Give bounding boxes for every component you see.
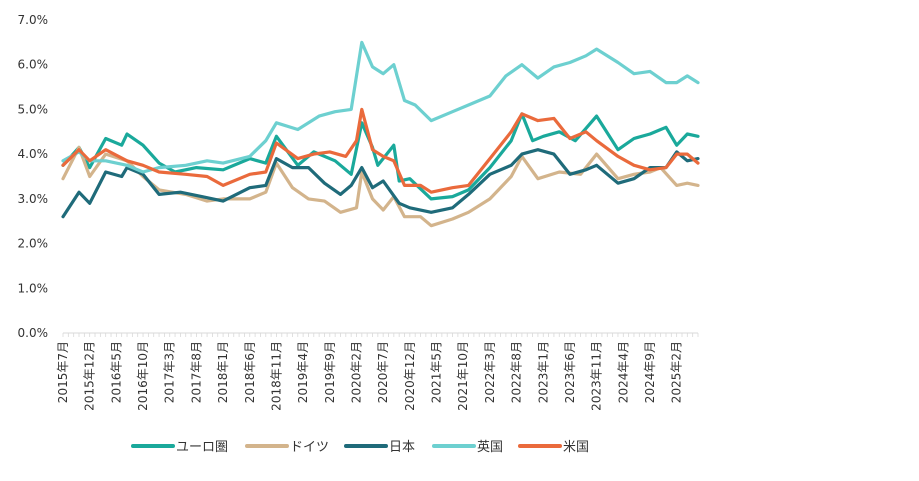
x-tick-label: 2020年7月 xyxy=(376,341,390,403)
y-axis: 0.0% 1.0% 2.0% 3.0% 4.0% 5.0% 6.0% 7.0% xyxy=(18,13,49,340)
x-tick-label: 2018年6月 xyxy=(243,341,257,403)
series-line-3 xyxy=(61,40,700,174)
series-line-1 xyxy=(61,145,700,228)
x-tick-label: 2019年4月 xyxy=(296,341,310,403)
y-tick-label: 6.0% xyxy=(18,58,49,72)
y-tick-label: 2.0% xyxy=(18,237,49,251)
y-tick-label: 7.0% xyxy=(18,13,49,27)
x-tick-label: 2023年11月 xyxy=(590,341,604,411)
x-tick-label: 2017年8月 xyxy=(189,341,203,403)
x-axis: 2015年7月 2015年12月 2016年5月 2016年10月 2017年3月 201… xyxy=(56,332,699,411)
y-tick-label: 1.0% xyxy=(18,281,49,295)
x-tick-label: 2020年2月 xyxy=(349,341,363,403)
legend-label: ユーロ圏 xyxy=(176,440,228,455)
y-tick-label: 0.0% xyxy=(18,326,49,340)
x-tick-label: 2016年10月 xyxy=(136,341,150,411)
y-tick-label: 5.0% xyxy=(18,102,49,116)
x-tick-label: 2024年4月 xyxy=(616,341,630,403)
plot-area xyxy=(61,40,700,228)
x-tick-label: 2015年7月 xyxy=(56,341,70,403)
series-line-0 xyxy=(61,112,700,201)
x-tick-label: 2019年9月 xyxy=(323,341,337,403)
x-tick-label: 2021年5月 xyxy=(430,341,444,403)
x-tick-label: 2025年2月 xyxy=(670,341,684,403)
x-tick-label: 2020年12月 xyxy=(403,341,417,411)
x-tick-label: 2015年12月 xyxy=(83,341,97,411)
legend-label: 米国 xyxy=(563,440,589,455)
x-tick-label: 2022年8月 xyxy=(510,341,524,403)
y-tick-label: 3.0% xyxy=(18,192,49,206)
x-tick-label: 2023年1月 xyxy=(536,341,550,403)
legend-label: 英国 xyxy=(477,440,503,455)
legend-label: ドイツ xyxy=(290,440,329,455)
x-tick-label: 2023年6月 xyxy=(563,341,577,403)
x-tick-label: 2018年11月 xyxy=(269,341,283,411)
y-tick-label: 4.0% xyxy=(18,147,49,161)
x-tick-label: 2024年9月 xyxy=(643,341,657,403)
x-tick-label: 2017年3月 xyxy=(163,341,177,403)
legend: ユーロ圏 ドイツ 日本 英国 米国 xyxy=(131,440,589,455)
x-tick-label: 2022年3月 xyxy=(483,341,497,403)
legend-label: 日本 xyxy=(389,440,415,455)
x-tick-label: 2021年10月 xyxy=(456,341,470,411)
series-line-2 xyxy=(61,148,700,219)
x-tick-label: 2016年5月 xyxy=(109,341,123,403)
x-tick-label: 2018年1月 xyxy=(216,341,230,403)
series-line-4 xyxy=(61,107,700,194)
